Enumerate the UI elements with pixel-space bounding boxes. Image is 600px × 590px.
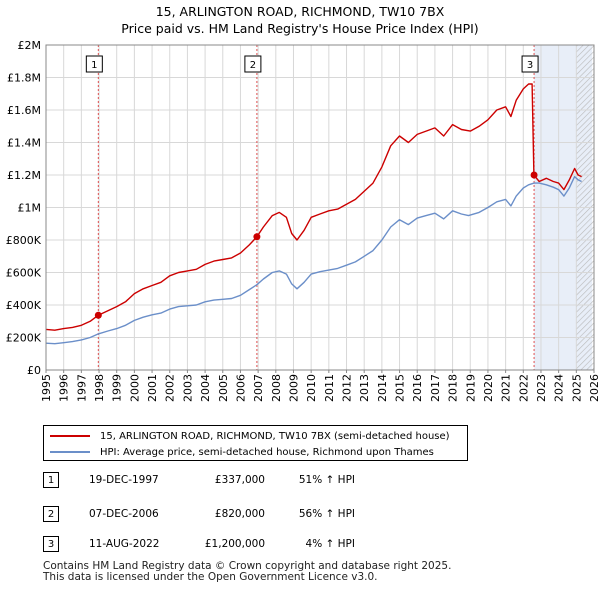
x-tick-label: 2022 bbox=[517, 374, 530, 402]
legend-swatch-hpi bbox=[50, 451, 90, 453]
y-tick-label: £2M bbox=[18, 39, 42, 52]
sale-point bbox=[94, 311, 102, 319]
x-tick-label: 1995 bbox=[40, 374, 53, 402]
x-tick-label: 2021 bbox=[500, 374, 513, 402]
transaction-row: 3 11-AUG-2022 £1,200,000 4% ↑ HPI bbox=[43, 536, 463, 554]
transaction-hpi: 51% ↑ HPI bbox=[298, 474, 355, 486]
x-tick-label: 2011 bbox=[323, 374, 336, 402]
x-tick-label: 2016 bbox=[411, 374, 424, 402]
hpi-line bbox=[46, 175, 582, 345]
x-tick-label: 2009 bbox=[287, 374, 300, 402]
legend-item-hpi: HPI: Average price, semi-detached house,… bbox=[50, 445, 434, 459]
y-tick-label: £1M bbox=[18, 202, 42, 215]
y-tick-label: £200K bbox=[6, 332, 42, 345]
x-tick-label: 2005 bbox=[217, 374, 230, 402]
x-tick-label: 2012 bbox=[341, 374, 354, 402]
legend-label-price: 15, ARLINGTON ROAD, RICHMOND, TW10 7BX (… bbox=[100, 430, 450, 442]
x-tick-label: 2010 bbox=[305, 374, 318, 402]
transaction-number: 3 bbox=[43, 536, 59, 552]
transaction-date: 07-DEC-2006 bbox=[89, 508, 159, 520]
sale-number-label: 1 bbox=[91, 60, 97, 71]
footer-line2: This data is licensed under the Open Gov… bbox=[43, 571, 378, 583]
y-tick-label: £1.8M bbox=[7, 72, 41, 85]
transaction-date: 19-DEC-1997 bbox=[89, 474, 159, 486]
x-tick-label: 2000 bbox=[128, 374, 141, 402]
price-chart: 1995 1996 1997 1998 1999 2000 2001 2002 2003 2004… bbox=[6, 39, 600, 402]
x-tick-label: 1997 bbox=[75, 374, 88, 402]
chart-title-line1: 15, ARLINGTON ROAD, RICHMOND, TW10 7BX bbox=[155, 4, 445, 19]
x-tick-label: 2018 bbox=[447, 374, 460, 402]
y-tick-label: £1.4M bbox=[7, 137, 41, 150]
x-tick-label: 1999 bbox=[111, 374, 124, 402]
x-tick-label: 2007 bbox=[252, 374, 265, 402]
x-tick-label: 1998 bbox=[93, 374, 106, 402]
x-tick-label: 2020 bbox=[482, 374, 495, 402]
x-tick-label: 2004 bbox=[199, 374, 212, 402]
x-tick-label: 2025 bbox=[570, 374, 583, 402]
x-tick-label: 2024 bbox=[553, 374, 566, 402]
x-tick-label: 2013 bbox=[358, 374, 371, 402]
y-tick-label: £0 bbox=[27, 364, 41, 377]
y-tick-label: £1.6M bbox=[7, 104, 41, 117]
x-tick-label: 2015 bbox=[394, 374, 407, 402]
transaction-row: 2 07-DEC-2006 £820,000 56% ↑ HPI bbox=[43, 506, 463, 524]
x-tick-label: 2008 bbox=[270, 374, 283, 402]
y-tick-label: £1.2M bbox=[7, 169, 41, 182]
plot-frame bbox=[45, 44, 595, 371]
transaction-hpi: 56% ↑ HPI bbox=[298, 508, 355, 520]
x-tick-label: 2017 bbox=[429, 374, 442, 402]
x-tick-label: 2019 bbox=[464, 374, 477, 402]
chart-legend: 15, ARLINGTON ROAD, RICHMOND, TW10 7BX (… bbox=[43, 425, 468, 461]
transaction-row: 1 19-DEC-1997 £337,000 51% ↑ HPI bbox=[43, 472, 463, 490]
x-tick-label: 2014 bbox=[376, 374, 389, 402]
sale-number-box bbox=[244, 55, 262, 73]
sale-point bbox=[253, 233, 261, 241]
sale-number-label: 2 bbox=[250, 60, 256, 71]
y-tick-label: £800K bbox=[6, 234, 42, 247]
x-tick-label: 2003 bbox=[181, 374, 194, 402]
y-tick-label: £400K bbox=[6, 299, 42, 312]
transaction-number: 1 bbox=[43, 472, 59, 488]
transaction-number: 2 bbox=[43, 506, 59, 522]
transaction-hpi: 4% ↑ HPI bbox=[305, 538, 355, 550]
x-tick-label: 1996 bbox=[58, 374, 71, 402]
transaction-price: £337,000 bbox=[214, 474, 265, 486]
y-tick-label: £600K bbox=[6, 267, 42, 280]
chart-title: 15, ARLINGTON ROAD, RICHMOND, TW10 7BX P… bbox=[0, 3, 600, 37]
sale-number-label: 3 bbox=[527, 60, 533, 71]
transaction-date: 11-AUG-2022 bbox=[89, 538, 160, 550]
transaction-price: £1,200,000 bbox=[204, 538, 265, 550]
transaction-price: £820,000 bbox=[214, 508, 265, 520]
sale-number-box bbox=[85, 55, 103, 73]
footer-line1: Contains HM Land Registry data © Crown c… bbox=[43, 560, 452, 572]
legend-label-hpi: HPI: Average price, semi-detached house,… bbox=[100, 446, 434, 458]
sale-point bbox=[530, 171, 538, 179]
legend-swatch-price bbox=[50, 435, 90, 437]
legend-item-price: 15, ARLINGTON ROAD, RICHMOND, TW10 7BX (… bbox=[50, 429, 450, 443]
footer-attribution: Contains HM Land Registry data © Crown c… bbox=[43, 561, 451, 583]
x-tick-label: 2001 bbox=[146, 374, 159, 402]
price-paid-line bbox=[46, 83, 582, 331]
x-tick-label: 2006 bbox=[234, 374, 247, 402]
x-tick-label: 2023 bbox=[535, 374, 548, 402]
x-tick-label: 2026 bbox=[588, 374, 600, 402]
sale-number-box bbox=[521, 55, 539, 73]
chart-title-line2: Price paid vs. HM Land Registry's House … bbox=[121, 21, 479, 36]
x-tick-label: 2002 bbox=[164, 374, 177, 402]
